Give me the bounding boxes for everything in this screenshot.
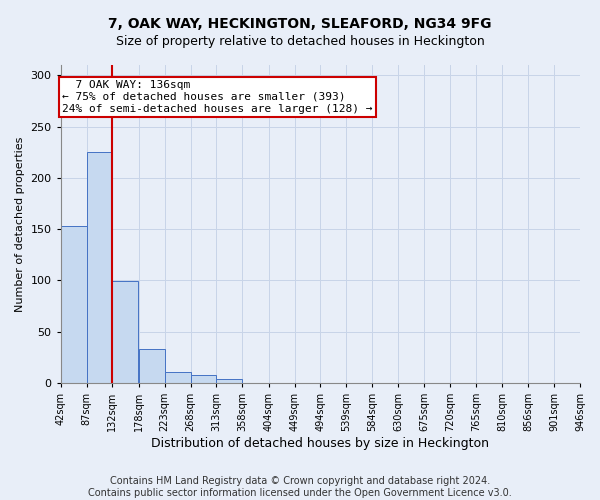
- X-axis label: Distribution of detached houses by size in Heckington: Distribution of detached houses by size …: [151, 437, 490, 450]
- Text: Contains HM Land Registry data © Crown copyright and database right 2024.
Contai: Contains HM Land Registry data © Crown c…: [88, 476, 512, 498]
- Bar: [164, 372, 191, 383]
- Bar: [61, 226, 86, 383]
- Text: Size of property relative to detached houses in Heckington: Size of property relative to detached ho…: [116, 35, 484, 48]
- Text: 7 OAK WAY: 136sqm
← 75% of detached houses are smaller (393)
24% of semi-detache: 7 OAK WAY: 136sqm ← 75% of detached hous…: [62, 80, 373, 114]
- Bar: [217, 379, 242, 383]
- Bar: [112, 282, 138, 383]
- Bar: [139, 349, 164, 383]
- Bar: [86, 152, 112, 383]
- Bar: [191, 375, 217, 383]
- Y-axis label: Number of detached properties: Number of detached properties: [15, 136, 25, 312]
- Text: 7, OAK WAY, HECKINGTON, SLEAFORD, NG34 9FG: 7, OAK WAY, HECKINGTON, SLEAFORD, NG34 9…: [108, 18, 492, 32]
